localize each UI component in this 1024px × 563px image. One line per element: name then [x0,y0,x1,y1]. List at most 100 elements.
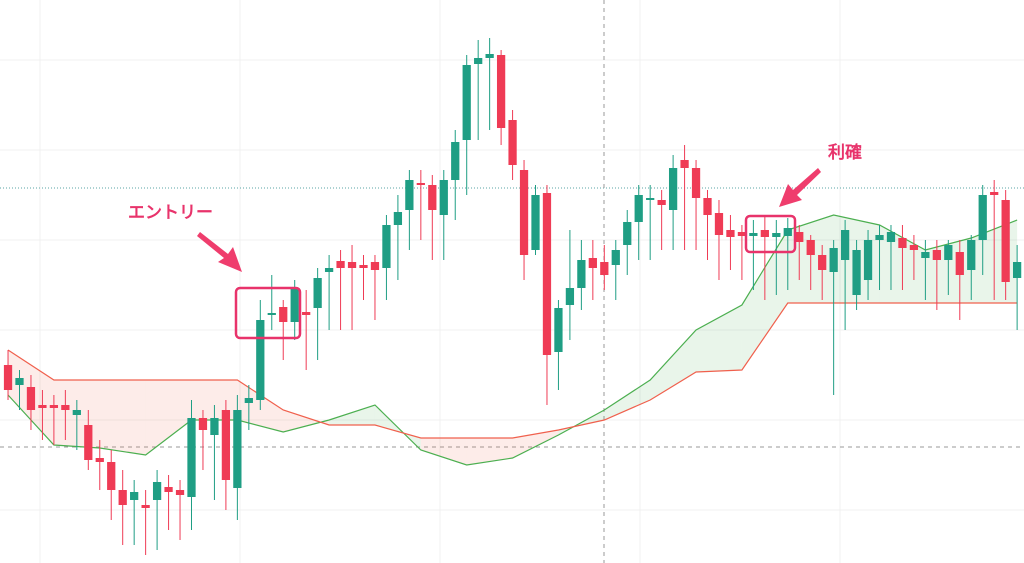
candle-body [244,398,253,403]
candle-body [783,228,792,236]
candle-body [978,195,987,240]
candle-body [749,233,758,236]
candle-body [347,262,357,268]
candle-body [313,278,322,308]
candle-body [130,492,139,500]
candle-body [1001,200,1010,282]
cloud-fill [696,305,742,372]
candle-body [875,235,884,240]
candle-body [691,168,701,198]
cloud-fill [283,410,330,432]
candle-body [680,160,689,168]
exit-arrow [779,168,821,207]
candle-body [416,183,425,185]
candle-body [898,238,907,248]
candle-body [428,185,437,210]
entry-label: エントリー [128,203,213,223]
cloud-fill [650,330,697,400]
exit-label: 利確 [828,142,862,163]
candle-body [611,250,620,265]
candle-body [726,230,735,237]
candle-body [932,250,941,260]
candle-body [290,288,299,322]
candle-body [668,168,678,210]
candle-body [370,262,380,270]
candle-body [565,288,575,305]
cloud-span-a [7,214,1018,466]
exit-box [744,214,797,254]
candle-body [3,365,13,390]
candle-body [967,240,976,270]
candle-body [118,490,127,505]
candle-body [198,418,208,430]
candle-body [852,250,861,295]
candle-body [210,418,219,435]
candle-body [955,252,964,275]
candle-body [61,405,70,410]
candle-body [152,482,162,500]
candle-body [737,232,747,236]
candle-body [519,170,529,255]
candle-body [863,240,873,280]
candle-body [267,313,276,315]
candle-body [542,193,552,355]
candle-body [623,222,632,245]
candle-body [944,245,953,260]
entry-arrow [197,232,242,272]
candle-body [909,245,919,250]
candle-body [49,405,59,408]
candle-body [393,212,403,225]
candle-body [496,55,506,128]
candle-body [714,213,724,235]
candle-body [531,195,540,250]
cloud-fill [604,380,651,420]
candle-body [646,198,655,200]
cloud-fill [329,405,375,425]
candle-body [886,232,896,242]
cloud-fill [99,380,146,455]
candle-body [336,261,345,268]
candle-body [795,232,804,242]
candle-body [577,260,586,288]
candle-body [72,410,81,415]
candle-body [806,240,815,255]
candle-body [840,230,850,260]
candle-body [703,198,712,215]
candle-body [818,255,827,270]
cloud-fill [466,438,513,465]
candle-body [95,458,104,462]
cloud-fill [420,438,467,465]
candle-body [405,180,414,210]
candle-body [462,65,471,140]
annotations: エントリー 利確 [128,142,862,340]
candle-body [187,418,196,497]
candle-body [508,120,517,165]
candle-body [554,308,563,352]
candle-body [990,192,999,195]
candle-body [382,225,391,268]
candle-body [760,230,769,237]
cloud-span-b [7,302,1018,439]
candles [3,38,1022,555]
candle-body [279,307,288,322]
candle-body [359,265,368,268]
candle-body [634,195,643,222]
candle-body [164,487,173,492]
candle-body [175,490,185,495]
candle-body [38,405,47,408]
candle-body [439,180,448,215]
candle-body [921,252,930,258]
candle-body [141,505,150,508]
candle-body [772,233,781,237]
candle-body [233,410,242,488]
candle-body [829,248,838,272]
candle-body [588,258,597,268]
candle-body [1012,262,1022,278]
candle-body [256,320,265,400]
cloud-fill [145,380,192,455]
candle-body [107,462,116,490]
candle-body [84,425,93,460]
